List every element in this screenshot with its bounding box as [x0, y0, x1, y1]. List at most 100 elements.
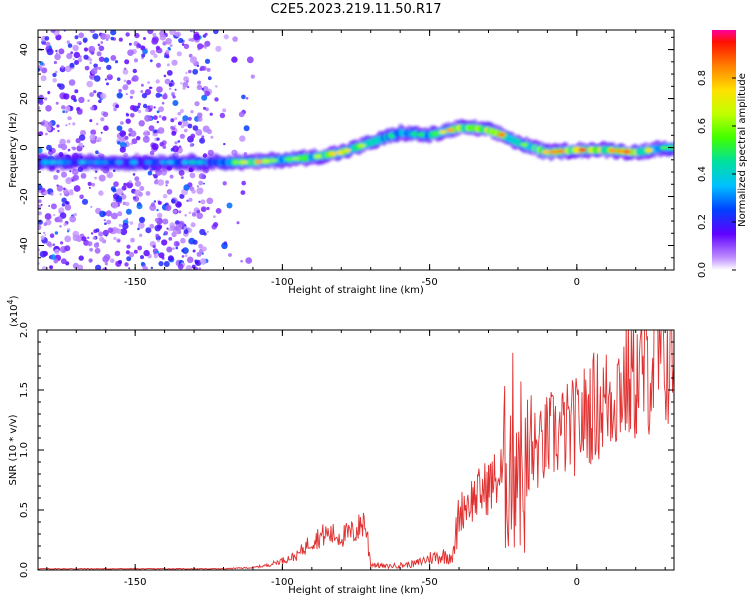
- noise-speckle: [147, 30, 154, 35]
- noise-speckle: [165, 184, 168, 187]
- noise-speckle: [78, 96, 85, 104]
- noise-speckle: [165, 180, 170, 185]
- noise-speckle: [100, 33, 107, 40]
- noise-speckle: [164, 78, 171, 85]
- noise-speckle: [158, 106, 165, 113]
- noise-speckle: [78, 255, 84, 261]
- noise-speckle: [120, 121, 124, 125]
- noise-speckle: [183, 229, 189, 235]
- snr-y-axis-label: SNR (10 * v/v): [8, 414, 19, 485]
- noise-speckle: [196, 112, 203, 118]
- noise-speckle: [50, 192, 54, 196]
- noise-speckle: [128, 251, 135, 258]
- noise-speckle: [47, 121, 53, 127]
- ridge-peak: [284, 157, 293, 162]
- noise-speckle: [66, 230, 70, 233]
- noise-speckle: [121, 185, 127, 191]
- noise-speckle: [108, 73, 111, 77]
- noise-speckle: [204, 90, 211, 97]
- ridge-peak: [181, 160, 190, 165]
- colorbar-tick-label: 0.0: [697, 262, 708, 278]
- noise-speckle: [196, 212, 203, 220]
- noise-speckle: [192, 125, 199, 131]
- noise-speckle: [55, 50, 58, 52]
- noise-speckle: [125, 118, 131, 124]
- ridge-peak: [166, 160, 175, 165]
- noise-speckle: [65, 177, 72, 185]
- noise-speckle: [173, 209, 178, 214]
- noise-speckle: [104, 34, 111, 40]
- noise-speckle: [148, 125, 155, 132]
- noise-speckle: [187, 116, 192, 121]
- noise-speckle: [93, 242, 100, 248]
- noise-speckle: [116, 228, 122, 234]
- noise-speckle: [144, 114, 152, 122]
- noise-speckle: [41, 67, 48, 74]
- ridge-peak: [262, 159, 271, 164]
- noise-speckle: [223, 34, 229, 40]
- noise-speckle: [189, 30, 193, 33]
- noise-speckle: [156, 86, 163, 93]
- noise-speckle: [162, 193, 168, 199]
- noise-speckle: [162, 145, 167, 149]
- noise-speckle: [184, 214, 187, 217]
- page-title: C2E5.2023.219.11.50.R17: [270, 2, 442, 17]
- noise-speckle: [120, 228, 128, 236]
- noise-speckle: [180, 124, 185, 129]
- noise-speckle: [193, 33, 201, 41]
- noise-speckle: [116, 92, 123, 99]
- noise-speckle: [117, 239, 120, 242]
- noise-speckle: [193, 266, 199, 270]
- ridge-peak: [92, 160, 101, 165]
- noise-speckle: [128, 180, 132, 184]
- noise-speckle: [206, 128, 212, 135]
- noise-speckle: [137, 245, 143, 251]
- noise-speckle: [165, 204, 172, 212]
- noise-speckle: [68, 79, 76, 86]
- noise-speckle: [94, 176, 97, 180]
- noise-speckle: [38, 67, 41, 72]
- noise-speckle: [142, 135, 150, 143]
- noise-speckle: [122, 84, 129, 91]
- ridge-peak: [328, 151, 337, 156]
- noise-speckle: [72, 174, 79, 181]
- noise-speckle: [199, 137, 206, 144]
- noise-speckle: [172, 145, 179, 153]
- noise-speckle: [64, 200, 69, 205]
- noise-speckle: [98, 174, 106, 182]
- noise-speckle: [209, 112, 213, 116]
- noise-speckle: [64, 245, 71, 252]
- snr-y-multiplier-exponent: 4: [6, 299, 15, 304]
- noise-speckle: [149, 59, 153, 63]
- noise-speckle: [104, 78, 107, 81]
- noise-speckle: [76, 41, 80, 45]
- spectrogram-x-axis-label: Height of straight line (km): [288, 285, 424, 296]
- y-tick-label: 1.5: [19, 382, 30, 398]
- noise-speckle: [126, 244, 131, 249]
- noise-speckle: [154, 225, 161, 232]
- ridge-peak: [549, 150, 558, 154]
- noise-speckle: [38, 199, 42, 203]
- noise-speckle: [215, 45, 222, 52]
- noise-speckle: [119, 130, 126, 137]
- noise-speckle: [147, 81, 150, 84]
- noise-speckle: [44, 36, 50, 41]
- noise-speckle: [89, 247, 93, 252]
- x-tick-label: -50: [421, 577, 437, 588]
- noise-speckle: [240, 190, 246, 196]
- noise-speckle: [90, 129, 97, 136]
- noise-speckle: [73, 185, 81, 192]
- noise-speckle: [182, 115, 189, 122]
- noise-speckle: [71, 146, 74, 149]
- ridge-peak: [78, 160, 87, 165]
- noise-speckle: [192, 249, 196, 253]
- noise-speckle: [150, 202, 156, 207]
- noise-speckle: [150, 49, 156, 56]
- noise-speckle: [53, 60, 58, 65]
- noise-speckle: [144, 89, 152, 96]
- noise-speckle: [115, 104, 119, 109]
- noise-speckle: [72, 44, 79, 52]
- noise-speckle: [143, 131, 147, 136]
- ridge-peak: [556, 149, 565, 154]
- ridge-peak: [188, 160, 197, 165]
